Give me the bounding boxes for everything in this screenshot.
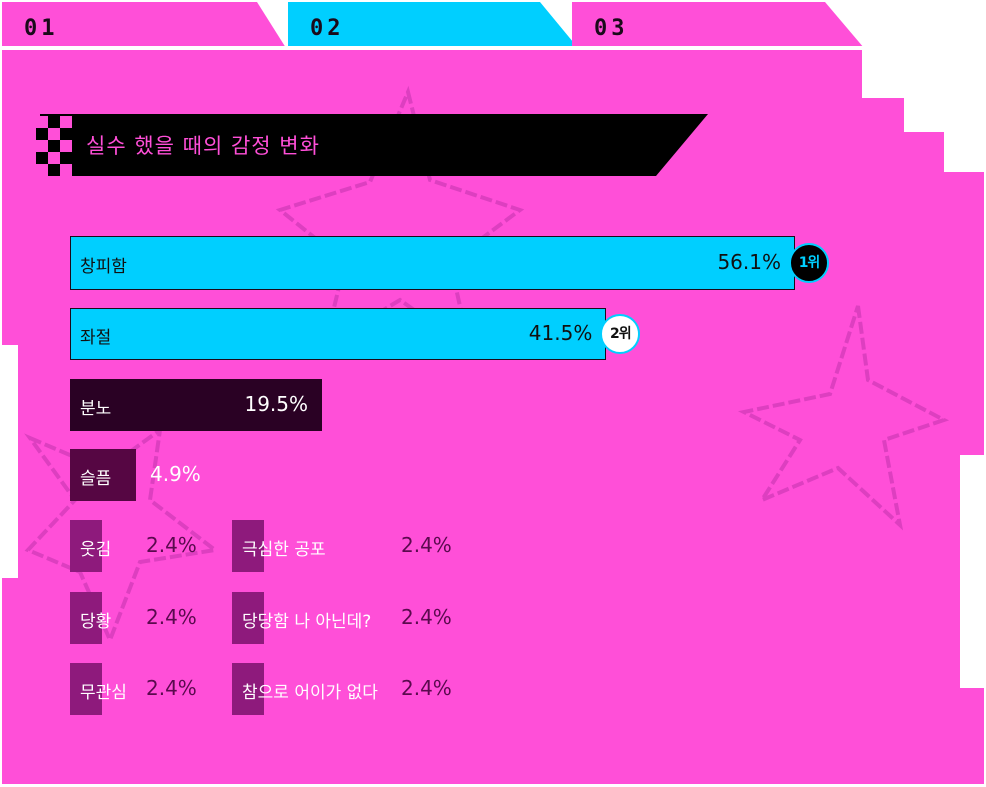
bar-6 bbox=[232, 520, 264, 572]
value-label: 4.9% bbox=[150, 462, 201, 486]
value-label: 2.4% bbox=[146, 676, 197, 700]
tab-03-label: 03 bbox=[594, 16, 629, 41]
bar-7 bbox=[70, 592, 102, 644]
bar-10 bbox=[232, 663, 264, 715]
tab-03[interactable]: 03 bbox=[572, 2, 864, 48]
bar-1 bbox=[70, 236, 795, 290]
tab-01[interactable]: 01 bbox=[2, 2, 286, 48]
value-label: 41.5% bbox=[528, 321, 593, 345]
bar-4 bbox=[70, 449, 136, 501]
checker-icon bbox=[36, 116, 72, 176]
category-label: 슬픔 bbox=[80, 469, 112, 489]
tab-02[interactable]: 02 bbox=[288, 2, 578, 48]
category-label: 분노 bbox=[80, 399, 112, 419]
category-label: 참으로 어이가 없다 bbox=[242, 683, 378, 703]
value-label: 2.4% bbox=[146, 533, 197, 557]
rank-badge: 2위 bbox=[600, 314, 641, 354]
tab-02-label: 02 bbox=[310, 16, 345, 41]
bar-5 bbox=[70, 520, 102, 572]
category-label: 무관심 bbox=[80, 683, 127, 703]
value-label: 2.4% bbox=[401, 605, 452, 629]
bar-9 bbox=[70, 663, 102, 715]
bar-8 bbox=[232, 592, 264, 644]
category-label: 극심한 공포 bbox=[242, 540, 326, 560]
value-label: 56.1% bbox=[717, 250, 781, 274]
value-label: 2.4% bbox=[401, 676, 452, 700]
value-label: 19.5% bbox=[244, 392, 309, 416]
category-label: 좌절 bbox=[80, 328, 112, 348]
bar-2 bbox=[70, 308, 607, 360]
category-label: 당당함 나 아닌데? bbox=[242, 612, 372, 632]
tab-01-label: 01 bbox=[24, 16, 59, 41]
bar-3 bbox=[70, 379, 322, 431]
value-label: 2.4% bbox=[401, 533, 452, 557]
category-label: 창피함 bbox=[80, 257, 127, 277]
title-bar bbox=[40, 114, 708, 176]
rank-badge: 1위 bbox=[789, 243, 829, 283]
category-label: 당황 bbox=[80, 612, 112, 632]
value-label: 2.4% bbox=[146, 605, 197, 629]
category-label: 웃김 bbox=[80, 540, 112, 560]
tab-divider bbox=[2, 46, 864, 49]
chart-title: 실수 했을 때의 감정 변화 bbox=[86, 134, 320, 158]
